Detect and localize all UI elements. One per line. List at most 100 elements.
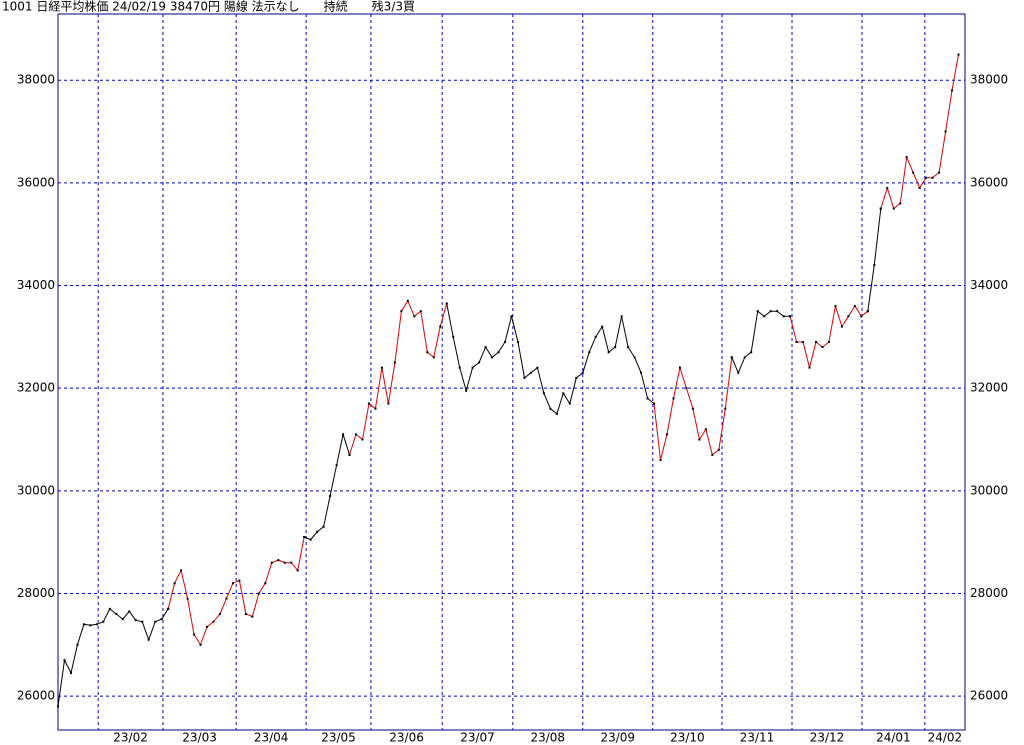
x-tick-label: 23/02 xyxy=(113,731,148,745)
x-tick-label: 23/06 xyxy=(389,731,424,745)
y-tick-label: 32000 xyxy=(17,381,55,395)
price-point xyxy=(769,310,772,313)
price-point xyxy=(504,340,507,343)
price-point xyxy=(594,335,597,338)
price-point xyxy=(665,433,668,436)
x-tick-label: 24/02 xyxy=(928,731,963,745)
price-point xyxy=(206,625,209,628)
price-point xyxy=(568,402,571,405)
plot-frame xyxy=(57,13,966,731)
y-tick-label: 34000 xyxy=(17,278,55,292)
price-point xyxy=(342,433,345,436)
price-point xyxy=(238,579,241,582)
y-tick-label: 28000 xyxy=(17,586,55,600)
price-point xyxy=(413,315,416,318)
price-point xyxy=(951,89,954,92)
y-tick-label-right: 38000 xyxy=(970,73,1008,87)
price-point xyxy=(432,356,435,359)
price-point xyxy=(290,561,293,564)
price-point xyxy=(795,340,798,343)
price-point xyxy=(316,530,319,533)
price-point xyxy=(620,315,623,318)
y-tick-label: 36000 xyxy=(17,175,55,189)
x-tick-label: 23/10 xyxy=(670,731,705,745)
price-point xyxy=(672,397,675,400)
x-tick-label: 23/08 xyxy=(530,731,565,745)
price-point xyxy=(581,371,584,374)
price-point xyxy=(244,613,247,616)
x-tick-label: 23/07 xyxy=(460,731,495,745)
price-point xyxy=(827,340,830,343)
price-point xyxy=(186,597,189,600)
price-point xyxy=(102,620,105,623)
price-point xyxy=(685,387,688,390)
price-point xyxy=(711,453,714,456)
price-point xyxy=(614,346,617,349)
price-point xyxy=(76,643,79,646)
price-point xyxy=(225,597,228,600)
price-point xyxy=(400,310,403,313)
price-point xyxy=(607,351,610,354)
y-tick-label-right: 28000 xyxy=(970,586,1008,600)
price-point xyxy=(167,607,170,610)
price-point xyxy=(484,346,487,349)
price-point xyxy=(458,366,461,369)
price-point xyxy=(251,615,254,618)
price-point xyxy=(763,315,766,318)
price-point xyxy=(575,376,578,379)
price-point xyxy=(406,299,409,302)
price-point xyxy=(516,340,519,343)
price-point xyxy=(743,356,746,359)
price-point xyxy=(905,156,908,159)
price-point xyxy=(938,171,941,174)
price-point xyxy=(529,371,532,374)
price-point xyxy=(853,305,856,308)
price-point xyxy=(730,356,733,359)
price-point xyxy=(309,538,312,541)
price-point xyxy=(640,371,643,374)
price-point xyxy=(756,310,759,313)
price-point xyxy=(866,310,869,313)
price-point xyxy=(821,346,824,349)
y-tick-label: 38000 xyxy=(17,73,55,87)
price-point xyxy=(523,376,526,379)
price-point xyxy=(322,525,325,528)
price-point xyxy=(257,592,260,595)
price-point xyxy=(465,389,468,392)
price-point xyxy=(393,361,396,364)
price-point xyxy=(808,366,811,369)
chart-title: 1001 日経平均株価 24/02/19 38470円 陽線 法示なし 持続 残… xyxy=(2,0,415,14)
price-point xyxy=(134,619,137,622)
price-point xyxy=(717,448,720,451)
x-tick-label: 23/03 xyxy=(182,731,217,745)
price-point xyxy=(141,620,144,623)
price-point xyxy=(303,536,306,539)
price-point xyxy=(231,582,234,585)
price-point xyxy=(802,340,805,343)
x-tick-label: 24/01 xyxy=(876,731,911,745)
price-point xyxy=(69,672,72,675)
price-point xyxy=(329,494,332,497)
y-tick-label-right: 26000 xyxy=(970,689,1008,703)
price-point xyxy=(724,407,727,410)
price-point xyxy=(270,561,273,564)
price-point xyxy=(108,607,111,610)
y-tick-label: 26000 xyxy=(17,689,55,703)
y-tick-label: 30000 xyxy=(17,483,55,497)
price-point xyxy=(588,351,591,354)
price-point xyxy=(776,310,779,313)
price-point xyxy=(348,453,351,456)
price-point xyxy=(678,366,681,369)
price-point xyxy=(704,428,707,431)
price-point xyxy=(82,623,85,626)
price-point xyxy=(283,561,286,564)
price-point xyxy=(452,335,455,338)
price-point xyxy=(57,705,59,708)
price-point xyxy=(789,315,792,318)
price-point xyxy=(147,638,150,641)
x-tick-label: 23/11 xyxy=(740,731,775,745)
price-point xyxy=(387,402,390,405)
y-tick-label-right: 30000 xyxy=(970,483,1008,497)
